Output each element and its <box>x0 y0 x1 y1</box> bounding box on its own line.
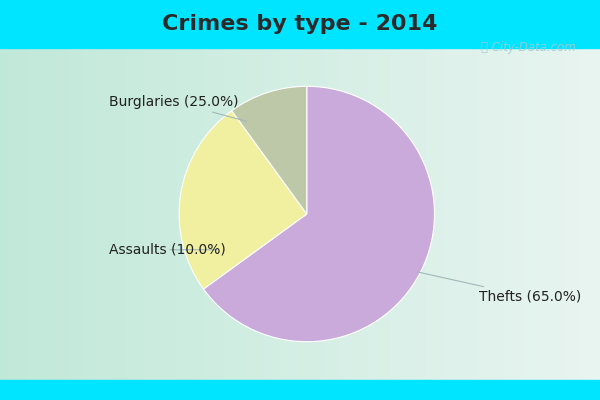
Text: Assaults (10.0%): Assaults (10.0%) <box>109 243 226 257</box>
Wedge shape <box>179 111 307 289</box>
Text: Burglaries (25.0%): Burglaries (25.0%) <box>109 95 247 121</box>
Text: ⓘ City-Data.com: ⓘ City-Data.com <box>481 42 575 54</box>
Text: Thefts (65.0%): Thefts (65.0%) <box>418 272 581 304</box>
Wedge shape <box>232 86 307 214</box>
Wedge shape <box>203 86 434 342</box>
Text: Crimes by type - 2014: Crimes by type - 2014 <box>163 14 437 34</box>
